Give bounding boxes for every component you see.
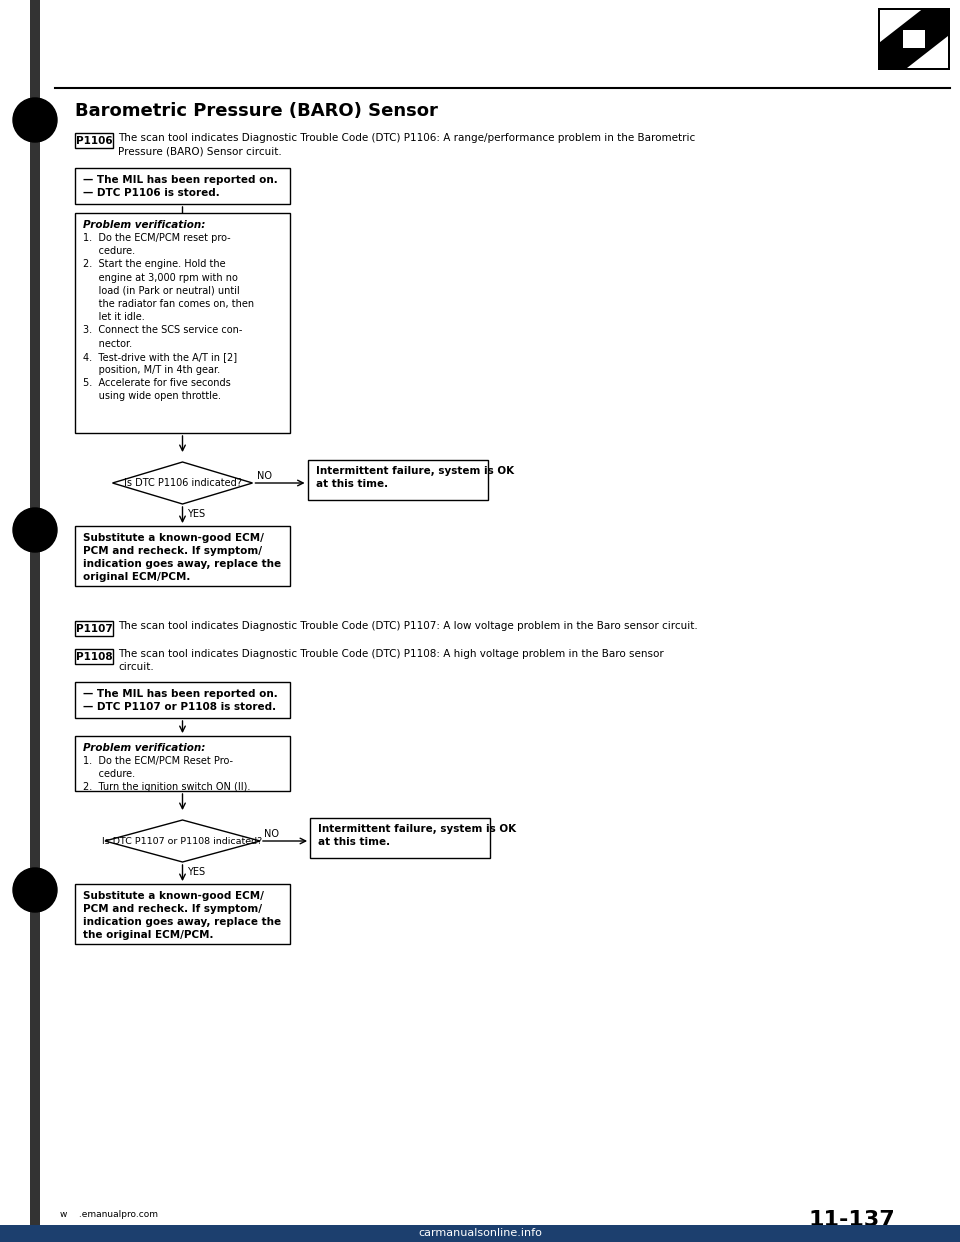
Polygon shape bbox=[880, 10, 922, 42]
Text: 3.  Connect the SCS service con-: 3. Connect the SCS service con- bbox=[83, 325, 242, 335]
Text: YES: YES bbox=[187, 509, 205, 519]
Text: the original ECM/PCM.: the original ECM/PCM. bbox=[83, 930, 213, 940]
Text: original ECM/PCM.: original ECM/PCM. bbox=[83, 573, 190, 582]
Text: using wide open throttle.: using wide open throttle. bbox=[83, 391, 221, 401]
FancyBboxPatch shape bbox=[307, 460, 488, 501]
Text: cedure.: cedure. bbox=[83, 769, 135, 779]
Text: NO: NO bbox=[264, 828, 279, 840]
Text: Substitute a known-good ECM/: Substitute a known-good ECM/ bbox=[83, 533, 264, 543]
Text: carmanualsonline.info: carmanualsonline.info bbox=[418, 1228, 542, 1238]
Text: — DTC P1106 is stored.: — DTC P1106 is stored. bbox=[83, 188, 220, 197]
Text: PCM and recheck. If symptom/: PCM and recheck. If symptom/ bbox=[83, 904, 262, 914]
Text: nector.: nector. bbox=[83, 339, 132, 349]
FancyBboxPatch shape bbox=[75, 621, 113, 636]
FancyBboxPatch shape bbox=[30, 0, 40, 1242]
Text: position, M/T in 4th gear.: position, M/T in 4th gear. bbox=[83, 365, 220, 375]
Polygon shape bbox=[907, 36, 948, 68]
Text: The scan tool indicates Diagnostic Trouble Code (DTC) P1108: A high voltage prob: The scan tool indicates Diagnostic Troub… bbox=[118, 650, 663, 660]
Text: Pressure (BARO) Sensor circuit.: Pressure (BARO) Sensor circuit. bbox=[118, 147, 281, 156]
Circle shape bbox=[13, 98, 57, 142]
Text: circuit.: circuit. bbox=[118, 662, 154, 672]
Text: Substitute a known-good ECM/: Substitute a known-good ECM/ bbox=[83, 891, 264, 900]
Polygon shape bbox=[105, 820, 260, 862]
FancyBboxPatch shape bbox=[75, 884, 290, 944]
Text: Intermittent failure, system is OK: Intermittent failure, system is OK bbox=[316, 466, 514, 476]
Circle shape bbox=[13, 508, 57, 551]
Text: The scan tool indicates Diagnostic Trouble Code (DTC) P1106: A range/performance: The scan tool indicates Diagnostic Troub… bbox=[118, 133, 695, 143]
Text: 2.  Start the engine. Hold the: 2. Start the engine. Hold the bbox=[83, 260, 226, 270]
FancyBboxPatch shape bbox=[310, 818, 490, 858]
Text: 11-137: 11-137 bbox=[808, 1210, 895, 1230]
Text: indication goes away, replace the: indication goes away, replace the bbox=[83, 559, 281, 569]
Text: engine at 3,000 rpm with no: engine at 3,000 rpm with no bbox=[83, 272, 238, 283]
Text: 2.  Turn the ignition switch ON (II).: 2. Turn the ignition switch ON (II). bbox=[83, 782, 251, 792]
Text: — DTC P1107 or P1108 is stored.: — DTC P1107 or P1108 is stored. bbox=[83, 702, 276, 712]
Text: YES: YES bbox=[187, 867, 205, 877]
FancyBboxPatch shape bbox=[878, 7, 950, 70]
Text: — The MIL has been reported on.: — The MIL has been reported on. bbox=[83, 175, 277, 185]
FancyBboxPatch shape bbox=[75, 682, 290, 718]
FancyBboxPatch shape bbox=[75, 168, 290, 204]
FancyBboxPatch shape bbox=[75, 737, 290, 791]
Text: P1108: P1108 bbox=[76, 652, 112, 662]
Text: load (in Park or neutral) until: load (in Park or neutral) until bbox=[83, 286, 240, 296]
Text: P1106: P1106 bbox=[76, 135, 112, 145]
Text: Is DTC P1107 or P1108 indicated?: Is DTC P1107 or P1108 indicated? bbox=[103, 837, 263, 846]
Text: Problem verification:: Problem verification: bbox=[83, 220, 205, 230]
Text: the radiator fan comes on, then: the radiator fan comes on, then bbox=[83, 299, 254, 309]
FancyBboxPatch shape bbox=[75, 133, 113, 148]
Text: cedure.: cedure. bbox=[83, 246, 135, 256]
FancyBboxPatch shape bbox=[75, 212, 290, 433]
Text: 1.  Do the ECM/PCM Reset Pro-: 1. Do the ECM/PCM Reset Pro- bbox=[83, 756, 233, 766]
Text: P1107: P1107 bbox=[76, 623, 112, 633]
Polygon shape bbox=[112, 462, 252, 504]
Text: 1.  Do the ECM/PCM reset pro-: 1. Do the ECM/PCM reset pro- bbox=[83, 233, 230, 243]
Text: 4.  Test-drive with the A/T in [2]: 4. Test-drive with the A/T in [2] bbox=[83, 351, 237, 361]
Text: w    .emanualpro.com: w .emanualpro.com bbox=[60, 1210, 158, 1218]
Text: indication goes away, replace the: indication goes away, replace the bbox=[83, 917, 281, 927]
Text: — The MIL has been reported on.: — The MIL has been reported on. bbox=[83, 689, 277, 699]
Text: at this time.: at this time. bbox=[318, 837, 390, 847]
Text: at this time.: at this time. bbox=[316, 479, 388, 489]
Circle shape bbox=[13, 868, 57, 912]
Text: Problem verification:: Problem verification: bbox=[83, 743, 205, 753]
Text: NO: NO bbox=[256, 471, 272, 481]
FancyBboxPatch shape bbox=[0, 1225, 960, 1242]
Text: 5.  Accelerate for five seconds: 5. Accelerate for five seconds bbox=[83, 379, 230, 389]
Text: The scan tool indicates Diagnostic Trouble Code (DTC) P1107: A low voltage probl: The scan tool indicates Diagnostic Troub… bbox=[118, 621, 698, 631]
FancyBboxPatch shape bbox=[75, 527, 290, 586]
FancyBboxPatch shape bbox=[75, 650, 113, 664]
Text: let it idle.: let it idle. bbox=[83, 312, 145, 322]
Polygon shape bbox=[903, 30, 924, 48]
Text: Barometric Pressure (BARO) Sensor: Barometric Pressure (BARO) Sensor bbox=[75, 102, 438, 120]
Text: PCM and recheck. If symptom/: PCM and recheck. If symptom/ bbox=[83, 546, 262, 556]
Text: Intermittent failure, system is OK: Intermittent failure, system is OK bbox=[318, 823, 516, 833]
Text: Is DTC P1106 indicated?: Is DTC P1106 indicated? bbox=[124, 478, 241, 488]
